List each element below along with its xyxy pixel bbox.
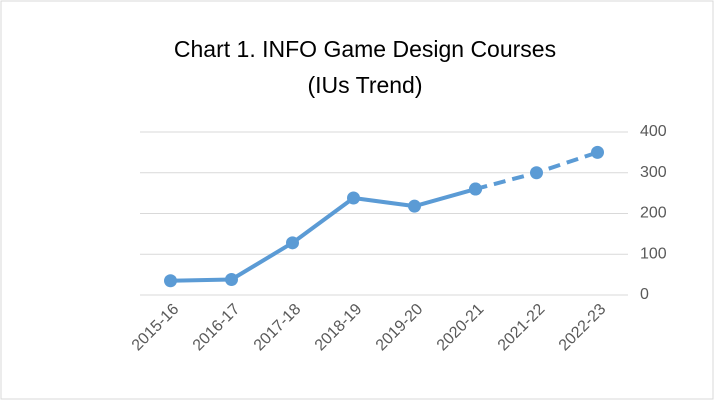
- data-line: [170, 187, 477, 283]
- data-point: [286, 236, 299, 250]
- y-tick-label: 200: [640, 205, 667, 222]
- data-point: [469, 182, 482, 196]
- y-tick-label: 0: [640, 286, 649, 303]
- y-tick-label: 100: [640, 245, 667, 262]
- data-point: [408, 199, 421, 213]
- data-point: [530, 166, 543, 180]
- data-point: [225, 273, 238, 287]
- data-point: [591, 145, 604, 159]
- y-tick-label: 300: [640, 164, 667, 181]
- data-point: [164, 274, 177, 288]
- y-tick-label: 400: [640, 123, 667, 140]
- data-point: [347, 191, 360, 205]
- chart-title: Chart 1. INFO Game Design Courses: [174, 36, 556, 62]
- chart-title: (IUs Trend): [307, 72, 422, 98]
